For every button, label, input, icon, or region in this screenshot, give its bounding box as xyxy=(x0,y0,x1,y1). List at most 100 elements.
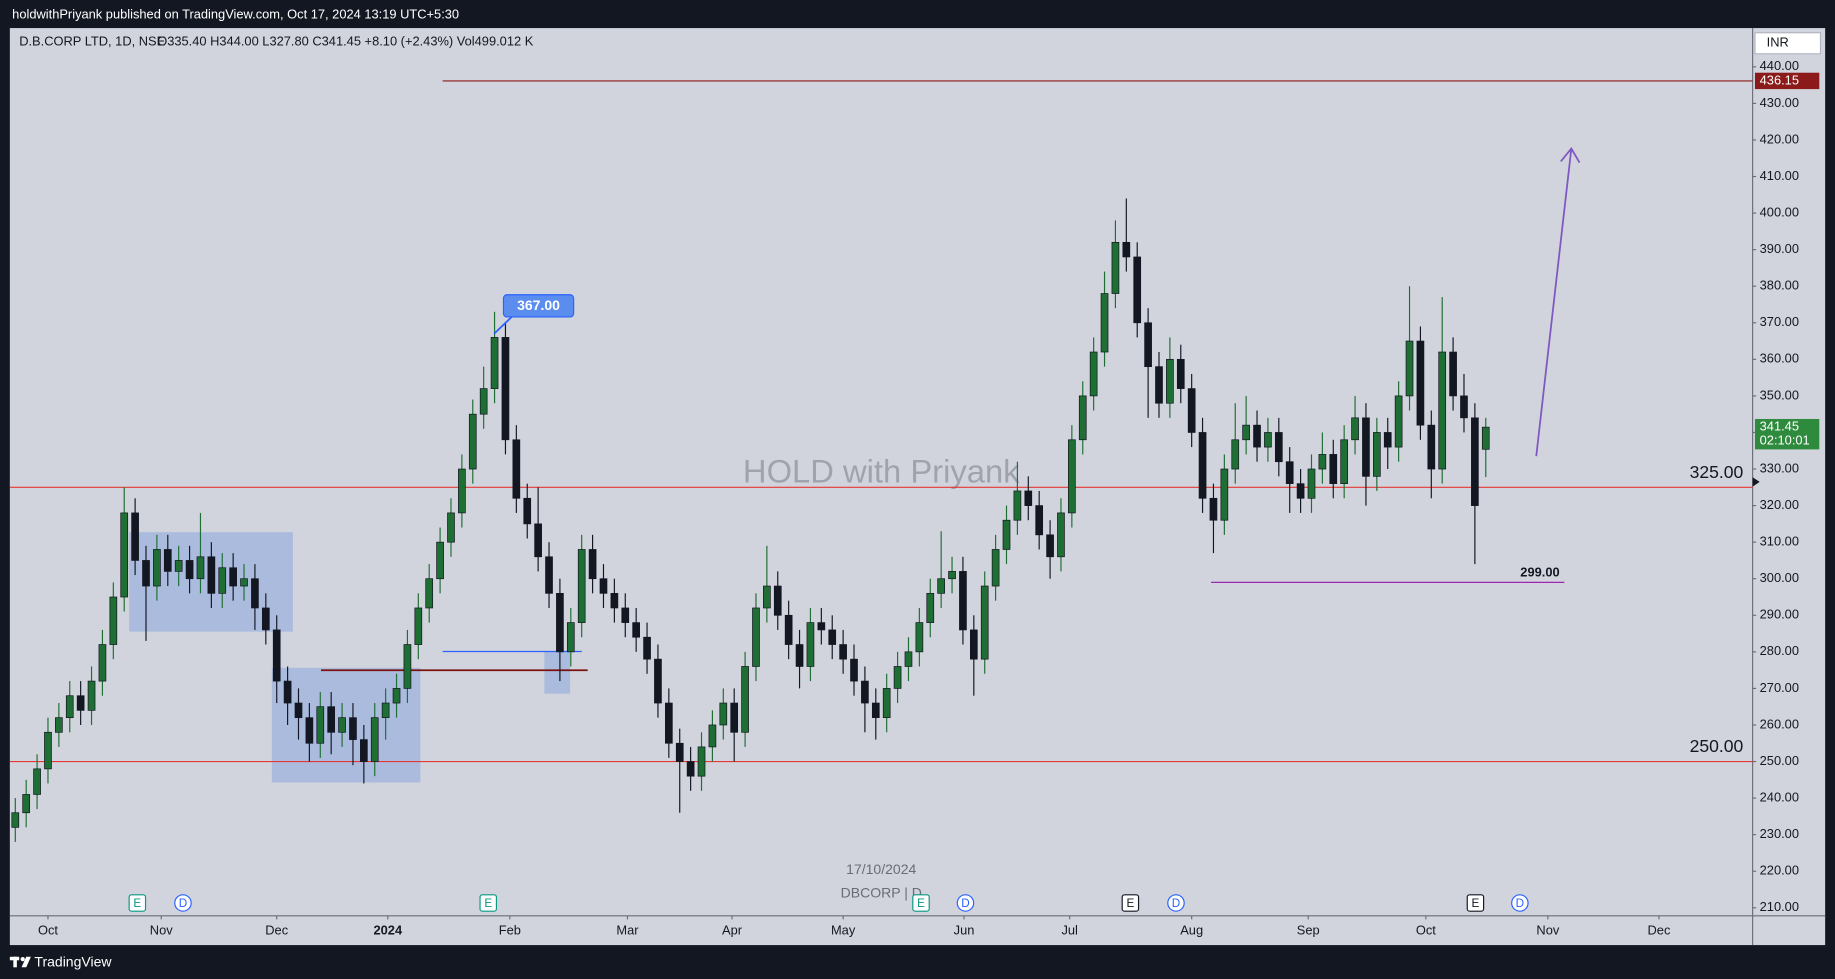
level-label: 299.00 xyxy=(1520,564,1559,579)
y-tick-label: 230.00 xyxy=(1760,826,1799,841)
candle-body xyxy=(610,592,619,609)
candle-body xyxy=(1242,424,1250,441)
y-tick-label: 270.00 xyxy=(1760,680,1799,695)
event-icon xyxy=(1167,894,1185,912)
candle-body xyxy=(817,622,826,631)
candle-body xyxy=(1046,534,1054,558)
candle-body xyxy=(1481,426,1490,450)
candle-body xyxy=(1122,241,1131,258)
candle-body xyxy=(1111,241,1120,294)
candle-body xyxy=(381,702,390,719)
y-tick-label: 240.00 xyxy=(1760,789,1799,804)
candle-body xyxy=(959,571,967,631)
candle-body xyxy=(305,717,314,744)
candle-body xyxy=(1024,490,1033,506)
candle-body xyxy=(556,592,564,653)
y-tick-label: 400.00 xyxy=(1760,204,1799,219)
candle-body xyxy=(436,541,444,580)
x-tick-label: Aug xyxy=(1180,922,1203,937)
candle-body xyxy=(686,761,695,777)
candle-body xyxy=(44,731,52,770)
y-tick-label: 440.00 xyxy=(1760,58,1799,73)
candle-body xyxy=(153,549,161,587)
candle-body xyxy=(33,768,41,795)
y-tick-label: 370.00 xyxy=(1760,314,1799,329)
candle-body xyxy=(741,666,749,733)
candle-body xyxy=(174,560,183,572)
candle-body xyxy=(763,585,771,609)
candle-body xyxy=(850,658,858,682)
y-tick-label: 280.00 xyxy=(1760,643,1799,658)
x-tick-label: Dec xyxy=(1648,922,1671,937)
event-label: E xyxy=(1472,897,1480,910)
y-tick-label: 290.00 xyxy=(1760,607,1799,622)
candle-body xyxy=(98,644,107,682)
candle-body xyxy=(599,578,608,594)
candle-body xyxy=(490,337,499,389)
y-tick-label: 360.00 xyxy=(1760,351,1799,366)
price-badge-label: 341.45 xyxy=(1760,419,1799,434)
candle-body xyxy=(1013,490,1022,521)
event-label: E xyxy=(917,897,925,910)
candle-body xyxy=(1438,351,1447,470)
candle-body xyxy=(1220,468,1229,521)
candle-body xyxy=(1460,395,1468,419)
candle-body xyxy=(632,622,640,638)
x-tick-label: Dec xyxy=(265,922,288,937)
candle-body xyxy=(871,702,880,719)
event-icon xyxy=(1466,894,1485,912)
y-tick-label: 390.00 xyxy=(1760,241,1799,256)
x-tick-label: Jun xyxy=(954,922,975,937)
candle-body xyxy=(1166,358,1174,404)
candle-body xyxy=(1416,340,1425,426)
candle-body xyxy=(468,413,477,470)
candle-body xyxy=(55,717,63,733)
candle-body xyxy=(1351,417,1359,441)
candle-body xyxy=(1089,351,1098,397)
candle-body xyxy=(316,706,325,744)
candle-body xyxy=(545,556,553,594)
candle-body xyxy=(403,644,412,689)
candle-body xyxy=(1427,424,1436,470)
callout-pointer xyxy=(493,316,513,335)
candle-body xyxy=(22,794,31,814)
ohlc-legend: O335.40 H344.00 L327.80 C341.45 +8.10 (+… xyxy=(157,33,533,48)
y-tick-label: 260.00 xyxy=(1760,716,1799,731)
candle-body xyxy=(893,666,902,689)
arrow-head xyxy=(1560,147,1581,164)
y-tick-label: 220.00 xyxy=(1760,863,1799,878)
candle-body xyxy=(915,622,924,653)
candle-body xyxy=(577,549,586,623)
event-label: D xyxy=(179,897,187,910)
candle-body xyxy=(1285,461,1294,485)
event-label: E xyxy=(133,897,141,910)
candle-body xyxy=(1002,519,1011,550)
candle-body xyxy=(370,717,379,762)
candle-body xyxy=(730,702,739,733)
candle-body xyxy=(1155,366,1163,404)
price-badge xyxy=(1754,72,1820,90)
candle-body xyxy=(479,388,488,415)
event-icon xyxy=(479,894,498,912)
candle-body xyxy=(229,567,237,587)
x-tick-label: 2024 xyxy=(374,922,403,937)
candle-body xyxy=(207,556,216,594)
candle-body xyxy=(131,512,139,561)
x-tick-label: Oct xyxy=(38,922,58,937)
y-tick-label: 350.00 xyxy=(1760,387,1799,402)
x-tick-label: Nov xyxy=(1536,922,1559,937)
arrow xyxy=(1535,148,1573,457)
chart-area xyxy=(9,28,1826,946)
brand: TradingView xyxy=(34,953,112,969)
candle-body xyxy=(708,724,717,748)
candle-body xyxy=(392,688,401,704)
candle-body xyxy=(87,680,96,711)
candle-body xyxy=(1035,505,1044,536)
candle-body xyxy=(523,497,532,525)
candle-body xyxy=(1100,293,1109,353)
candle-body xyxy=(65,695,74,719)
candle-body xyxy=(697,746,706,777)
candle-body xyxy=(675,742,684,762)
y-tick-label: 210.00 xyxy=(1760,899,1799,914)
